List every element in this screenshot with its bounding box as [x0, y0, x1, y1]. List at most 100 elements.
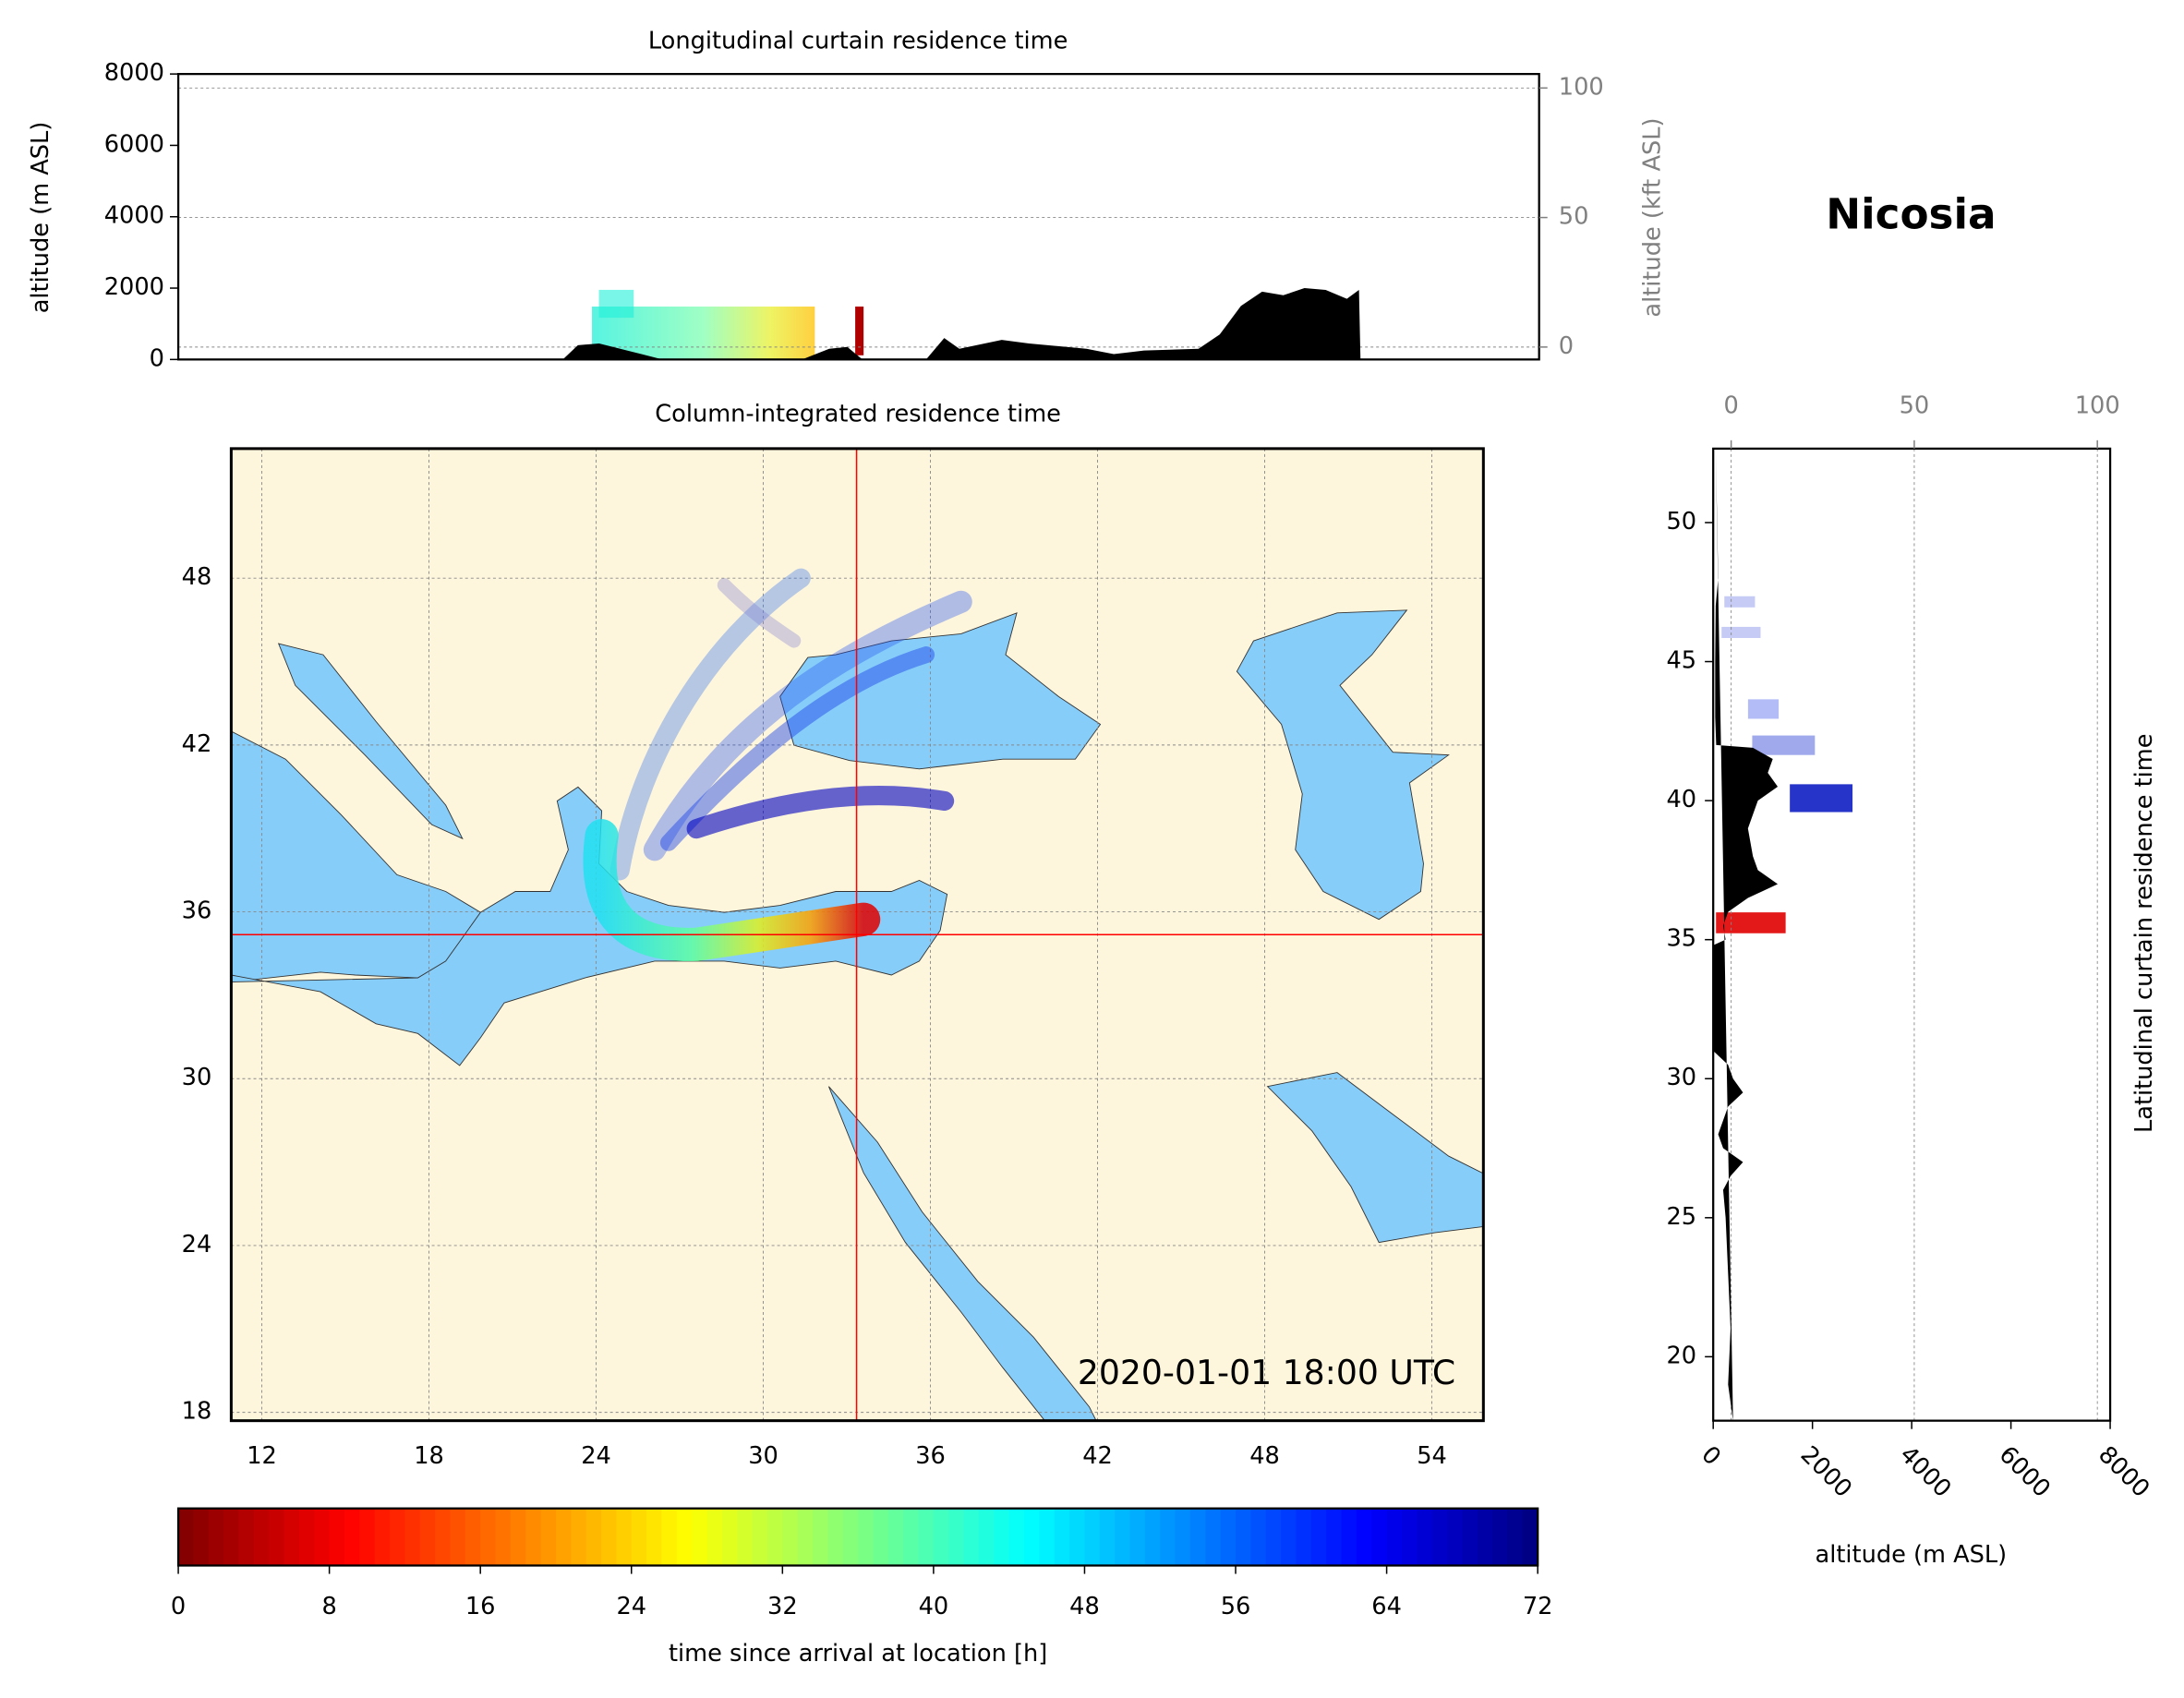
colorbar-swatch — [193, 1508, 210, 1566]
colorbar-swatch — [1507, 1508, 1524, 1566]
colorbar-swatch — [435, 1508, 452, 1566]
colorbar-swatch — [918, 1508, 935, 1566]
colorbar-swatch — [1099, 1508, 1116, 1566]
colorbar-swatch — [390, 1508, 406, 1566]
y2-axis-label: altitude (kft ASL) — [1638, 117, 1666, 317]
colorbar-swatch — [284, 1508, 300, 1566]
colorbar-swatch — [1008, 1508, 1025, 1566]
y-tick-label: 36 — [182, 897, 212, 925]
y-tick-label: 30 — [182, 1064, 212, 1091]
colorbar-swatch — [1024, 1508, 1041, 1566]
colorbar-swatch — [1296, 1508, 1312, 1566]
colorbar-label: time since arrival at location [h] — [669, 1640, 1047, 1668]
colorbar-swatch — [616, 1508, 633, 1566]
colorbar-swatch — [813, 1508, 829, 1566]
colorbar-swatch — [1144, 1508, 1161, 1566]
colorbar-swatch — [646, 1508, 663, 1566]
x-axis-label: altitude (m ASL) — [1816, 1541, 2008, 1569]
colorbar-swatch — [419, 1508, 436, 1566]
colorbar-swatch — [858, 1508, 875, 1566]
colorbar-swatch — [752, 1508, 768, 1566]
colorbar-swatch — [1386, 1508, 1403, 1566]
axes-frame — [1712, 447, 2112, 1422]
chart-title: Column-integrated residence time — [655, 401, 1061, 428]
colorbar-swatch — [1371, 1508, 1388, 1566]
colorbar-swatch — [1477, 1508, 1493, 1566]
colorbar-swatch — [1220, 1508, 1237, 1566]
y-tick-label: 18 — [182, 1398, 212, 1426]
colorbar-swatch — [737, 1508, 754, 1566]
map — [231, 448, 1484, 1421]
x-tick-label: 48 — [1249, 1442, 1280, 1470]
y-tick-label: 30 — [1666, 1064, 1696, 1091]
x-tick-label: 30 — [748, 1442, 778, 1470]
colorbar-swatch — [269, 1508, 285, 1566]
timestamp: 2020-01-01 18:00 UTC — [1078, 1353, 1455, 1392]
y2-tick-label: 50 — [1559, 203, 1589, 231]
colorbar-swatch — [676, 1508, 693, 1566]
colorbar-tick-label: 72 — [1523, 1593, 1553, 1620]
colorbar-swatch — [1326, 1508, 1343, 1566]
colorbar-swatch — [1160, 1508, 1176, 1566]
colorbar-swatch — [238, 1508, 255, 1566]
x2-tick-label: 50 — [1900, 392, 1930, 420]
terrain-area — [1713, 450, 1779, 1421]
colorbar-swatch — [1281, 1508, 1297, 1566]
colorbar-tick-label: 24 — [616, 1593, 646, 1620]
colorbar-swatch — [1462, 1508, 1478, 1566]
y-tick-label: 40 — [1666, 786, 1696, 813]
colorbar-tick-label: 48 — [1069, 1593, 1100, 1620]
colorbar-tick-label: 40 — [919, 1593, 949, 1620]
colorbar-swatch — [601, 1508, 618, 1566]
chart-title: Longitudinal curtain residence time — [648, 27, 1068, 54]
colorbar-swatch — [933, 1508, 950, 1566]
x-tick-label: 6000 — [1994, 1441, 2056, 1503]
colorbar-tick-label: 32 — [767, 1593, 798, 1620]
y-tick-label: 48 — [182, 563, 212, 591]
colorbar-swatch — [298, 1508, 316, 1566]
x-tick-label: 42 — [1082, 1442, 1113, 1470]
x-tick-label: 18 — [414, 1442, 444, 1470]
y2-tick-label: 0 — [1559, 332, 1574, 360]
colorbar-swatch — [978, 1508, 995, 1566]
colorbar-swatch — [1310, 1508, 1327, 1566]
y-tick-label: 4000 — [104, 202, 164, 230]
colorbar-swatch — [994, 1508, 1010, 1566]
colorbar-swatch — [1054, 1508, 1070, 1566]
colorbar-swatch — [510, 1508, 527, 1566]
colorbar-swatch — [797, 1508, 814, 1566]
colorbar-swatch — [827, 1508, 844, 1566]
colorbar-tick-label: 16 — [465, 1593, 496, 1620]
colorbar-swatch — [450, 1508, 466, 1566]
y2-tick-label: 100 — [1559, 73, 1604, 101]
colorbar-swatch — [1417, 1508, 1433, 1566]
colorbar-swatch — [374, 1508, 391, 1566]
colorbar-swatch — [948, 1508, 965, 1566]
colorbar-swatch — [903, 1508, 920, 1566]
seas — [231, 609, 1484, 1421]
colorbar-swatch — [887, 1508, 904, 1566]
y-tick-label: 45 — [1666, 647, 1696, 675]
colorbar-swatch — [1205, 1508, 1222, 1566]
x-tick-label: 8000 — [2093, 1441, 2154, 1503]
colorbar-frame — [176, 1507, 1539, 1567]
colorbar-swatch — [1401, 1508, 1418, 1566]
colorbar-swatch — [585, 1508, 602, 1566]
colorbar-swatch — [1522, 1508, 1538, 1566]
x2-tick-label: 100 — [2075, 392, 2120, 420]
colorbar-swatch — [1236, 1508, 1252, 1566]
y-tick-label: 2000 — [104, 273, 164, 301]
colorbar-swatch — [208, 1508, 224, 1566]
y-tick-label: 42 — [182, 730, 212, 758]
colorbar-swatch — [178, 1508, 195, 1566]
y-axis-label: Latitudinal curtain residence time — [2130, 733, 2158, 1133]
colorbar-swatch — [692, 1508, 708, 1566]
colorbar-swatch — [1447, 1508, 1464, 1566]
colorbar-tick-label: 8 — [321, 1593, 336, 1620]
colorbar-swatch — [465, 1508, 481, 1566]
y-axis-label: altitude (m ASL) — [27, 122, 54, 314]
colorbar-swatch — [555, 1508, 573, 1566]
x-tick-label: 12 — [247, 1442, 277, 1470]
colorbar-swatch — [661, 1508, 678, 1566]
colorbar-swatch — [223, 1508, 240, 1566]
